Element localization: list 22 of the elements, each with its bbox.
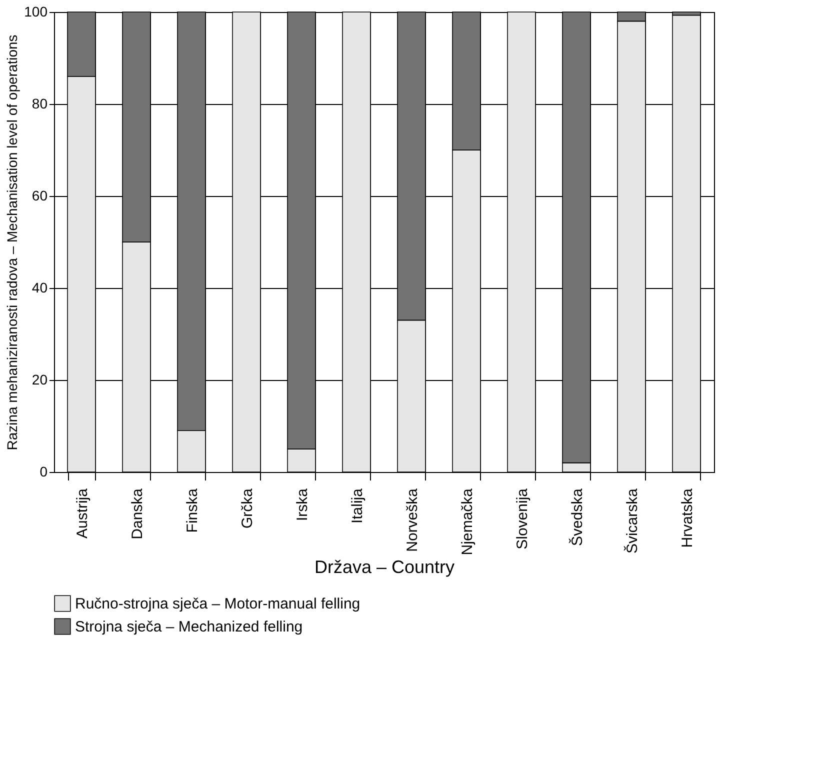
y-tick-label: 40 [32, 280, 48, 296]
y-axis-title: Razina mehaniziranosti radova – Mechanisation level of operations [4, 34, 20, 450]
x-tick-label: Švedska [568, 488, 586, 546]
y-tick-label: 60 [32, 188, 48, 204]
y-tick-label: 80 [32, 96, 48, 112]
x-tick-label: Irska [294, 488, 311, 522]
x-tick-label: Italija [349, 488, 366, 524]
x-tick-label: Slovenija [514, 488, 531, 550]
x-axis-title: Država – Country [314, 557, 455, 578]
y-tick-label: 20 [32, 372, 48, 388]
legend-label: Strojna sječa – Mechanized felling [75, 618, 303, 636]
x-tick-label: Austrija [74, 488, 91, 539]
y-tick-label: 0 [40, 464, 48, 480]
x-tick-label: Grčka [239, 488, 256, 529]
legend-label: Ručno-strojna sječa – Motor-manual felling [75, 596, 360, 612]
x-tick-label: Danska [129, 488, 146, 540]
x-tick-label: Njemačka [459, 488, 476, 556]
x-tick-label: Finska [184, 488, 201, 533]
y-tick-label: 100 [24, 4, 48, 20]
x-tick-label: Norveška [404, 488, 421, 552]
x-tick-label: Švicarska [623, 488, 641, 554]
x-tick-label: Hrvatska [679, 488, 696, 548]
